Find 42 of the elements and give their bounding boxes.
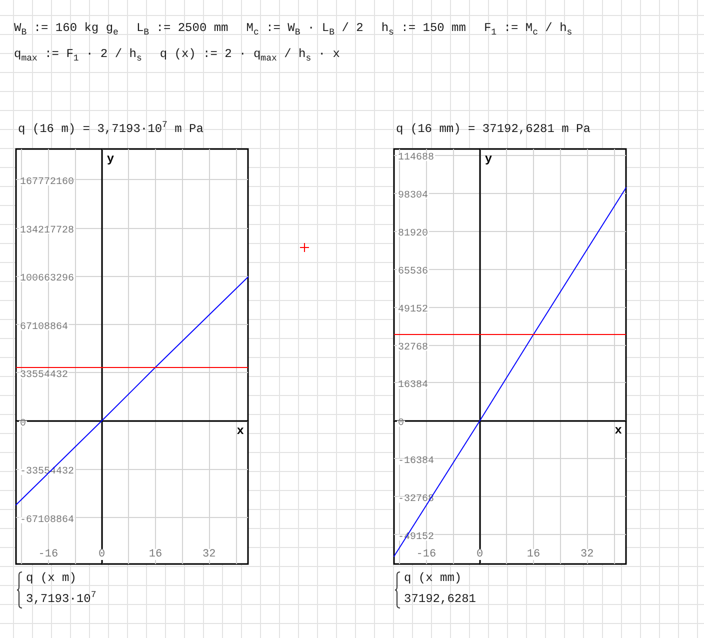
chart-title: q (16 mm) = 37192,6281 m Pa: [396, 121, 590, 138]
text: 37192,6281: [404, 591, 476, 608]
y-tick-label: -16384: [398, 456, 434, 468]
y-tick-label: 67108864: [20, 322, 68, 333]
text: q (x) := 2 · q$_{max}$ / h$_{s}$ · x: [160, 46, 340, 64]
y-tick-label: -67108864: [20, 514, 74, 526]
x-tick-label: 32: [580, 548, 594, 560]
x-tick-label: 0: [98, 548, 106, 560]
y-tick-label: 65536: [398, 266, 428, 278]
text: F$_{1}$ := M$_{c}$ / h$_{s}$: [484, 20, 572, 38]
y-tick-label: 0: [20, 418, 26, 430]
y-tick-label: 81920: [398, 228, 428, 240]
y-axis-title: y: [484, 152, 492, 166]
x-tick-label: 32: [202, 548, 216, 560]
text: q (x mm): [404, 570, 463, 587]
y-tick-label: 32768: [398, 342, 428, 354]
text: q$_{max}$ := F$_{1}$ · 2 / h$_{s}$: [14, 46, 142, 64]
y-tick-label: 114688: [398, 152, 434, 164]
y-tick-label: 100663296: [20, 274, 74, 285]
x-tick-label: 16: [148, 548, 162, 560]
x-tick-label: -16: [38, 548, 58, 560]
y-tick-label: 49152: [398, 304, 428, 316]
text: 3,7193·10$^{7}$: [26, 589, 96, 608]
text: M$_{c}$ := W$_{B}$ · L$_{B}$ / 2: [246, 20, 364, 38]
text: h$_{s}$ := 150 mm: [381, 20, 466, 38]
y-tick-label: 134217728: [20, 225, 74, 236]
text: W$_{B}$ := 160 kg g$_{e}$: [14, 20, 118, 38]
y-tick-label: 98304: [398, 190, 428, 202]
chart-title: q (16 m) = 3,7193·10$^{7}$ m Pa: [18, 120, 204, 138]
x-tick-label: 0: [476, 548, 484, 560]
y-tick-label: 167772160: [20, 177, 74, 188]
y-axis-title: y: [106, 152, 114, 166]
x-tick-label: -16: [416, 548, 436, 560]
x-axis-title: x: [236, 424, 244, 438]
x-tick-label: 16: [526, 548, 540, 560]
text: L$_{B}$ := 2500 mm: [136, 20, 228, 38]
y-tick-label: 16384: [398, 380, 428, 392]
y-tick-label: 33554432: [20, 370, 68, 382]
y-tick-label: 0: [398, 418, 404, 430]
text: q (x m): [26, 570, 78, 587]
line-series: [394, 187, 626, 557]
x-axis-title: x: [614, 424, 622, 438]
